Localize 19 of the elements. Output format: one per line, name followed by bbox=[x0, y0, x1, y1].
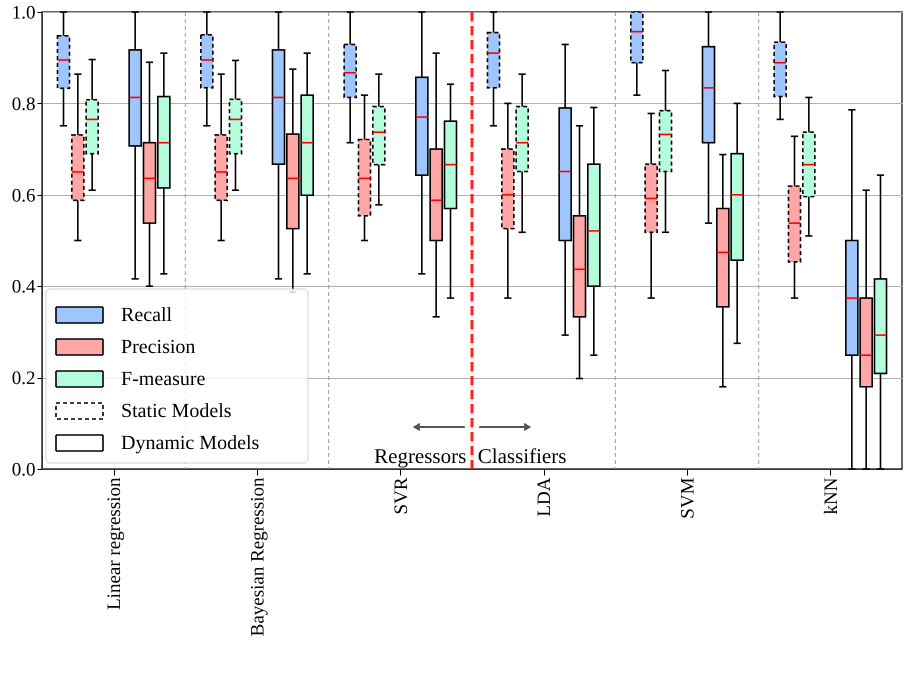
y-tick-label: 0.8 bbox=[12, 94, 36, 115]
legend-label: Precision bbox=[121, 336, 196, 358]
y-tick-label: 0.4 bbox=[12, 276, 36, 298]
x-tick-label: Linear regression bbox=[104, 477, 126, 610]
x-tick-label: kNN bbox=[820, 477, 842, 514]
x-tick-label: SVM bbox=[678, 477, 698, 519]
x-tick-label: LDA bbox=[534, 477, 556, 517]
y-tick-label: 1.0 bbox=[12, 2, 36, 24]
x-tick-label: Bayesian Regression bbox=[248, 477, 268, 636]
y-tick-label: 0.2 bbox=[12, 368, 36, 390]
annotation: Dynamic Models bbox=[121, 432, 260, 454]
y-tick-label: 0.6 bbox=[12, 185, 36, 206]
annotation: Regressors bbox=[374, 444, 466, 468]
x-tick-label: SVR bbox=[390, 477, 412, 514]
legend-label: Recall bbox=[121, 304, 173, 326]
legend-label: F-measure bbox=[121, 368, 206, 390]
y-tick-label: 0.0 bbox=[12, 460, 36, 480]
annotation: Static Models bbox=[121, 400, 232, 422]
annotation: Classifiers bbox=[478, 444, 566, 468]
